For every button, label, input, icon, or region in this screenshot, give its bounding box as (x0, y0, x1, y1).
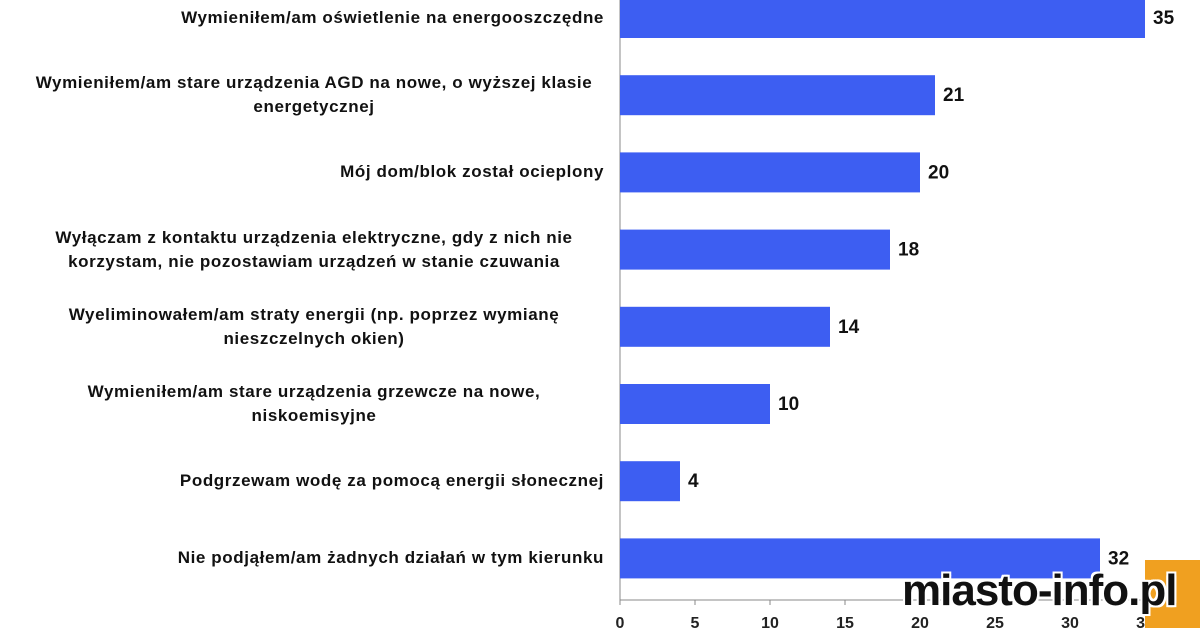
value-label: 18 (898, 240, 919, 261)
category-text: Wymieniłem/am oświetlenie na energooszcz… (181, 8, 604, 27)
watermark: miasto-info.pl (900, 560, 1200, 628)
value-label: 35 (1153, 8, 1175, 29)
bar (620, 538, 1100, 579)
value-label: 10 (778, 394, 799, 415)
category-text: Wymieniłem/am stare urządzenia AGD na no… (35, 73, 593, 117)
category-label: Wymieniłem/am stare urządzenia AGD na no… (24, 71, 604, 119)
category-text: Wymieniłem/am stare urządzenia grzewcze … (87, 382, 541, 425)
x-tick-label: 25 (986, 615, 1004, 628)
bar (620, 461, 680, 502)
bar (620, 306, 830, 347)
bar (620, 384, 770, 424)
category-text: Wyeliminowałem/am straty energii (np. po… (68, 304, 560, 348)
x-tick-label: 15 (836, 615, 854, 628)
category-label: Wyłączam z kontaktu urządzenia elektrycz… (24, 226, 604, 274)
x-tick-label: 5 (691, 615, 700, 628)
x-tick-label: 0 (616, 615, 625, 628)
category-label: Podgrzewam wodę za pomocą energii słonec… (24, 469, 604, 493)
category-label: Nie podjąłem/am żadnych działań w tym ki… (24, 546, 604, 570)
watermark-box (1145, 560, 1200, 628)
watermark-text: miasto-info.pl (902, 566, 1177, 615)
bar (620, 75, 935, 116)
category-label: Wyeliminowałem/am straty energii (np. po… (24, 303, 604, 351)
value-label: 20 (928, 162, 949, 183)
x-tick-label: 10 (761, 615, 779, 628)
value-label: 21 (943, 85, 965, 106)
category-text: Wyłączam z kontaktu urządzenia elektrycz… (55, 227, 573, 271)
value-label: 32 (1108, 548, 1129, 569)
value-label: 4 (688, 471, 699, 492)
value-label: 14 (838, 317, 860, 338)
x-tick-label: 20 (911, 615, 929, 628)
category-label: Wymieniłem/am oświetlenie na energooszcz… (24, 6, 604, 30)
bar (620, 229, 890, 270)
bar (620, 0, 1145, 38)
category-label: Mój dom/blok został ocieplony (24, 160, 604, 184)
x-tick-label: 30 (1061, 615, 1079, 628)
category-text: Mój dom/blok został ocieplony (340, 162, 604, 182)
bar (620, 152, 920, 193)
category-text: Nie podjąłem/am żadnych działań w tym ki… (177, 548, 604, 568)
category-text: Podgrzewam wodę za pomocą energii słonec… (179, 471, 604, 491)
category-label: Wymieniłem/am stare urządzenia grzewcze … (24, 380, 604, 428)
